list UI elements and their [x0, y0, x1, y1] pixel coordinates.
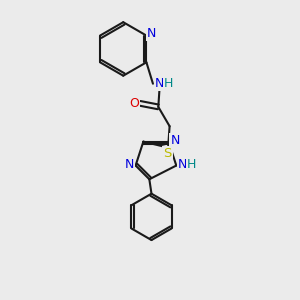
- Text: O: O: [130, 97, 140, 110]
- Text: S: S: [163, 147, 172, 160]
- Text: H: H: [187, 158, 196, 171]
- Text: N: N: [155, 76, 164, 90]
- Text: N: N: [147, 27, 157, 40]
- Text: H: H: [164, 76, 173, 90]
- Text: N: N: [178, 158, 188, 171]
- Text: N: N: [170, 134, 180, 147]
- Text: N: N: [124, 158, 134, 170]
